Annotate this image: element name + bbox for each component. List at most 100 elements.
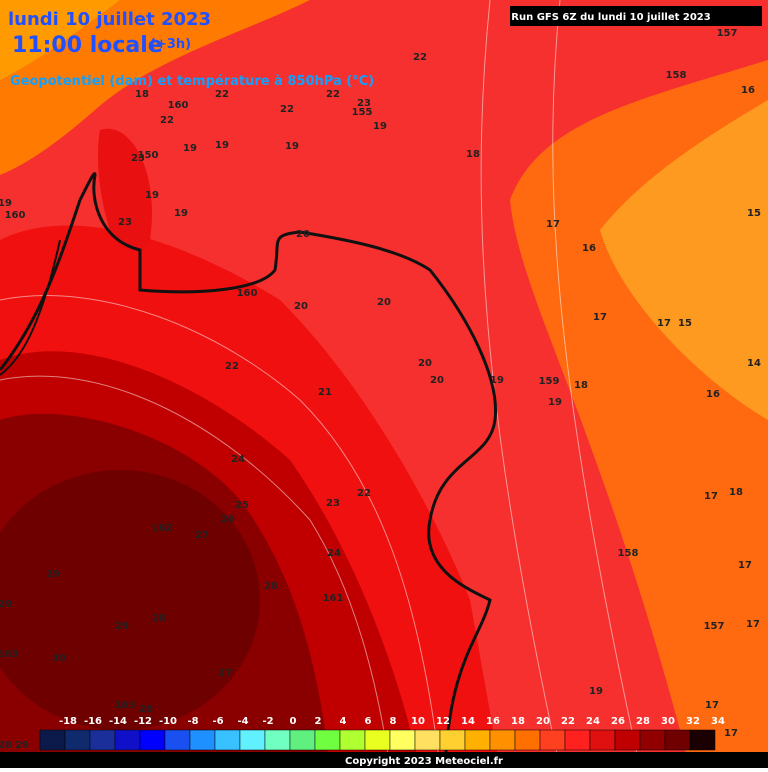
map-label: 22 [215, 89, 229, 100]
map-label: 21 [318, 387, 332, 398]
warm-orange-nw [0, 0, 310, 175]
map-label: 27 [218, 668, 232, 679]
map-label: 28 [139, 704, 153, 715]
legend-swatch [39, 729, 66, 751]
legend-label: -18 [59, 716, 77, 727]
color-legend: -18 -16 -14 -12 -10 -8 -6 -4 -2 0 2 4 6 8 10 12 14 16 18 20… [39, 716, 725, 751]
map-label: 17 [593, 312, 607, 323]
legend-swatch [164, 729, 191, 751]
legend-swatch [214, 729, 241, 751]
geopotential-160-contour [0, 172, 498, 769]
map-label: 28 [0, 740, 12, 751]
legend-label: 4 [340, 716, 347, 727]
legend-label: 6 [365, 716, 372, 727]
light-orange-east [600, 100, 768, 420]
legend-label: -6 [212, 716, 223, 727]
legend-swatch [314, 729, 341, 751]
map-label: 19 [285, 141, 299, 152]
map-label: 27 [195, 530, 209, 541]
map-label: 23 [131, 153, 145, 164]
map-label: 19 [183, 143, 197, 154]
map-label: 19 [548, 397, 562, 408]
map-label: 22 [160, 115, 174, 126]
legend-swatch [364, 729, 391, 751]
map-label: 163 [0, 649, 18, 660]
legend-label: 28 [636, 716, 650, 727]
map-label: 19 [0, 198, 12, 209]
date-title: lundi 10 juillet 2023 [8, 9, 211, 30]
map-label: 16 [741, 85, 755, 96]
map-label: 19 [145, 190, 159, 201]
map-label: 17 [546, 219, 560, 230]
map-label: 29 [46, 569, 60, 580]
legend-label: 24 [586, 716, 600, 727]
map-label: 155 [352, 107, 373, 118]
legend-label: -2 [262, 716, 273, 727]
legend-label: 8 [390, 716, 397, 727]
map-label: 160 [237, 288, 258, 299]
legend-swatch [439, 729, 466, 751]
legend-swatch [289, 729, 316, 751]
legend-swatch [539, 729, 566, 751]
map-label: 25 [235, 500, 249, 511]
map-label: 29 [0, 599, 12, 610]
legend-label: 34 [711, 716, 725, 727]
map-label: 24 [327, 548, 341, 559]
legend-label: 32 [686, 716, 700, 727]
map-label: 157 [717, 28, 738, 39]
contour [0, 239, 61, 376]
legend-swatch [664, 729, 691, 751]
legend-swatch [564, 729, 591, 751]
map-label: 160 [168, 100, 189, 111]
legend-label: 0 [290, 716, 297, 727]
map-label: 18 [729, 487, 743, 498]
map-label: 17 [704, 491, 718, 502]
run-box [510, 6, 762, 26]
legend-swatch [489, 729, 516, 751]
map-label: 22 [280, 104, 294, 115]
legend-swatch [464, 729, 491, 751]
map-label: 17 [657, 318, 671, 329]
map-label: 29 [15, 740, 29, 751]
map-label: 157 [704, 621, 725, 632]
map-label: 17 [705, 700, 719, 711]
map-label: 20 [430, 375, 444, 386]
legend-label: 10 [411, 716, 425, 727]
map-label: 17 [738, 560, 752, 571]
map-label: 22 [357, 488, 371, 499]
legend-swatch [239, 729, 266, 751]
isotherms [0, 0, 641, 769]
map-label: 158 [618, 548, 639, 559]
map-label: 18 [574, 380, 588, 391]
legend-swatch [589, 729, 616, 751]
legend-label: -12 [134, 716, 152, 727]
legend-label: -8 [187, 716, 198, 727]
map-label: 16 [582, 243, 596, 254]
map-label: 14 [747, 358, 761, 369]
map-label: 19 [174, 208, 188, 219]
map-label: 158 [666, 70, 687, 81]
map-label: 23 [326, 498, 340, 509]
legend-swatch [139, 729, 166, 751]
map-label: 29 [115, 621, 129, 632]
map-label: 18 [135, 89, 149, 100]
map-label: 22 [413, 52, 427, 63]
map-label: 160 [5, 210, 26, 221]
legend-swatch [339, 729, 366, 751]
time-title: 11:00 locale [12, 33, 163, 58]
map-label: 26 [221, 514, 235, 525]
legend-swatch [639, 729, 666, 751]
map-label: 150 [138, 150, 159, 161]
map-label: 17 [724, 728, 738, 739]
offset: (+3h) [150, 37, 191, 52]
orange-nw [0, 0, 120, 80]
map-label: 28 [152, 613, 166, 624]
legend-label: 20 [536, 716, 550, 727]
legend-swatch [114, 729, 141, 751]
legend-label: -14 [109, 716, 127, 727]
legend-swatch [264, 729, 291, 751]
map-label: 19 [215, 140, 229, 151]
